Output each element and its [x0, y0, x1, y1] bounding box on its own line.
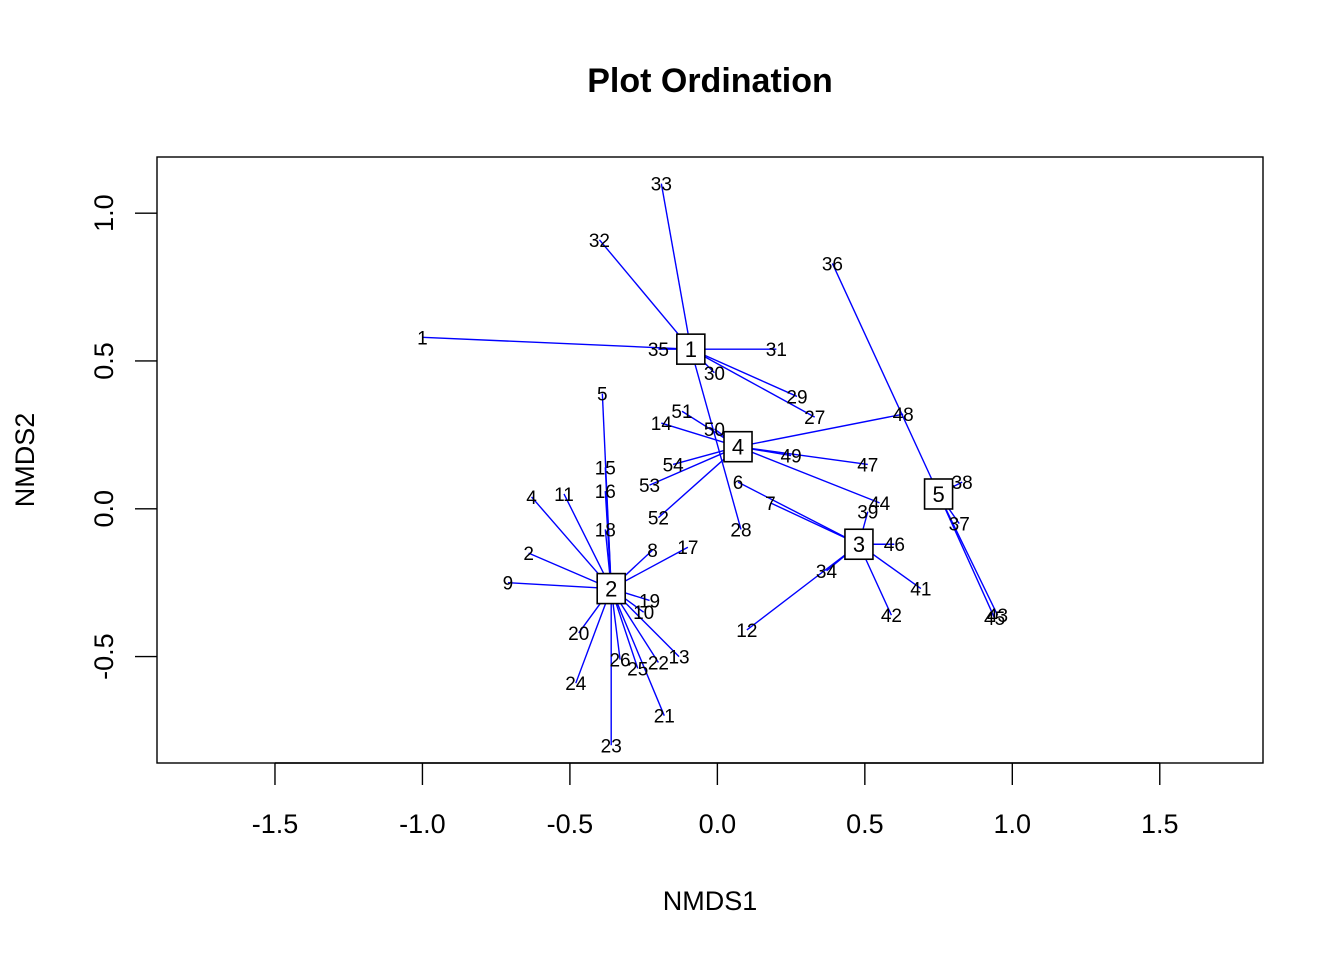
- point-label: 19: [639, 591, 660, 612]
- spider-line: [507, 581, 612, 590]
- point-label: 46: [884, 535, 905, 556]
- spider-line: [422, 336, 691, 350]
- spider-line: [598, 239, 692, 350]
- x-tick-label: 0.5: [846, 809, 884, 839]
- point-label: 27: [804, 408, 825, 429]
- x-tick-label: -1.5: [252, 809, 299, 839]
- point-label: 26: [609, 651, 630, 672]
- point-label: 18: [595, 520, 616, 541]
- plot-frame: [156, 156, 1264, 764]
- point-label: 4: [526, 488, 537, 509]
- point-label: 9: [503, 574, 514, 595]
- point-label: 13: [668, 648, 689, 669]
- spider-line: [831, 263, 940, 495]
- centroid-box: [923, 478, 954, 510]
- spider-line: [690, 348, 742, 530]
- point-label: 17: [677, 538, 698, 559]
- point-label: 36: [822, 254, 843, 275]
- point-label: 24: [565, 674, 587, 695]
- point-label: 30: [704, 364, 725, 385]
- point-labels: 1245678910111213141516171819202122232425…: [417, 175, 1008, 758]
- point-label: 11: [554, 485, 574, 506]
- spider-line: [746, 543, 860, 631]
- x-tick-label: -1.0: [399, 809, 446, 839]
- point-label: 6: [733, 473, 744, 494]
- point-label: 23: [601, 736, 622, 757]
- x-tick-label: 1.5: [1141, 809, 1179, 839]
- point-label: 53: [639, 476, 660, 497]
- point-label: 42: [881, 606, 902, 627]
- point-label: 39: [857, 503, 878, 524]
- point-label: 32: [589, 231, 610, 252]
- point-label: 22: [648, 653, 669, 674]
- point-label: 7: [765, 494, 776, 515]
- spider-line: [690, 348, 798, 398]
- spider-line: [610, 588, 665, 716]
- x-tick-label: 0.0: [699, 809, 737, 839]
- point-label: 51: [671, 402, 692, 423]
- point-label: 2: [523, 544, 534, 565]
- point-label: 44: [869, 494, 891, 515]
- x-axis: -1.5 -1.0 -0.5 0.0 0.5 1.0 1.5: [252, 762, 1179, 839]
- chart-title: Plot Ordination: [587, 62, 833, 100]
- x-tick-label: -0.5: [547, 809, 594, 839]
- point-label: 43: [987, 606, 1008, 627]
- point-label: 37: [949, 515, 970, 536]
- spider-line: [737, 413, 904, 448]
- point-label: 5: [597, 384, 608, 405]
- spider-line: [660, 183, 692, 350]
- point-label: 38: [952, 473, 973, 494]
- point-label: 33: [651, 175, 672, 196]
- x-tick-label: 1.0: [994, 809, 1032, 839]
- point-label: 21: [654, 707, 675, 728]
- centroid-box: [676, 333, 706, 365]
- point-label: 48: [893, 405, 914, 426]
- centroid-label: 1: [685, 337, 697, 362]
- point-label: 31: [766, 340, 787, 361]
- centroid-box: [723, 430, 753, 463]
- point-label: 34: [816, 562, 838, 583]
- point-label: 41: [910, 580, 931, 601]
- point-label: 8: [647, 541, 658, 562]
- point-label: 1: [417, 328, 428, 349]
- spider-line: [737, 446, 880, 504]
- point-label: 12: [736, 621, 757, 642]
- point-label: 14: [651, 414, 673, 435]
- centroid-box: [596, 572, 626, 605]
- point-label: 10: [633, 603, 654, 624]
- y-tick-label: 1.0: [89, 194, 119, 232]
- point-label: 47: [857, 455, 878, 476]
- y-axis: -0.5 0.0 0.5 1.0: [89, 194, 157, 680]
- y-axis-label: NMDS2: [10, 413, 40, 508]
- spider-line: [737, 481, 860, 545]
- point-label: 49: [781, 447, 802, 468]
- point-label: 50: [704, 420, 725, 441]
- spider-lines: [422, 183, 999, 746]
- x-axis-label: NMDS1: [663, 886, 758, 916]
- y-tick-label: -0.5: [89, 633, 119, 680]
- y-tick-label: 0.0: [89, 490, 119, 528]
- point-label: 29: [786, 387, 807, 408]
- point-label: 54: [663, 455, 685, 476]
- point-label: 25: [627, 659, 648, 680]
- y-tick-label: 0.5: [89, 342, 119, 380]
- centroid-label: 3: [853, 532, 865, 557]
- spider-line: [937, 493, 996, 619]
- point-label: 28: [730, 520, 751, 541]
- centroid-box: [844, 528, 874, 561]
- point-label: 45: [984, 609, 1005, 630]
- point-label: 20: [568, 624, 589, 645]
- point-label: 35: [648, 340, 669, 361]
- centroid-label: 2: [605, 577, 617, 602]
- point-label: 16: [595, 482, 616, 503]
- centroid-label: 4: [732, 435, 744, 460]
- point-label: 52: [648, 509, 669, 530]
- centroid-label: 5: [932, 482, 944, 507]
- spider-line: [690, 348, 816, 418]
- point-label: 15: [595, 458, 616, 479]
